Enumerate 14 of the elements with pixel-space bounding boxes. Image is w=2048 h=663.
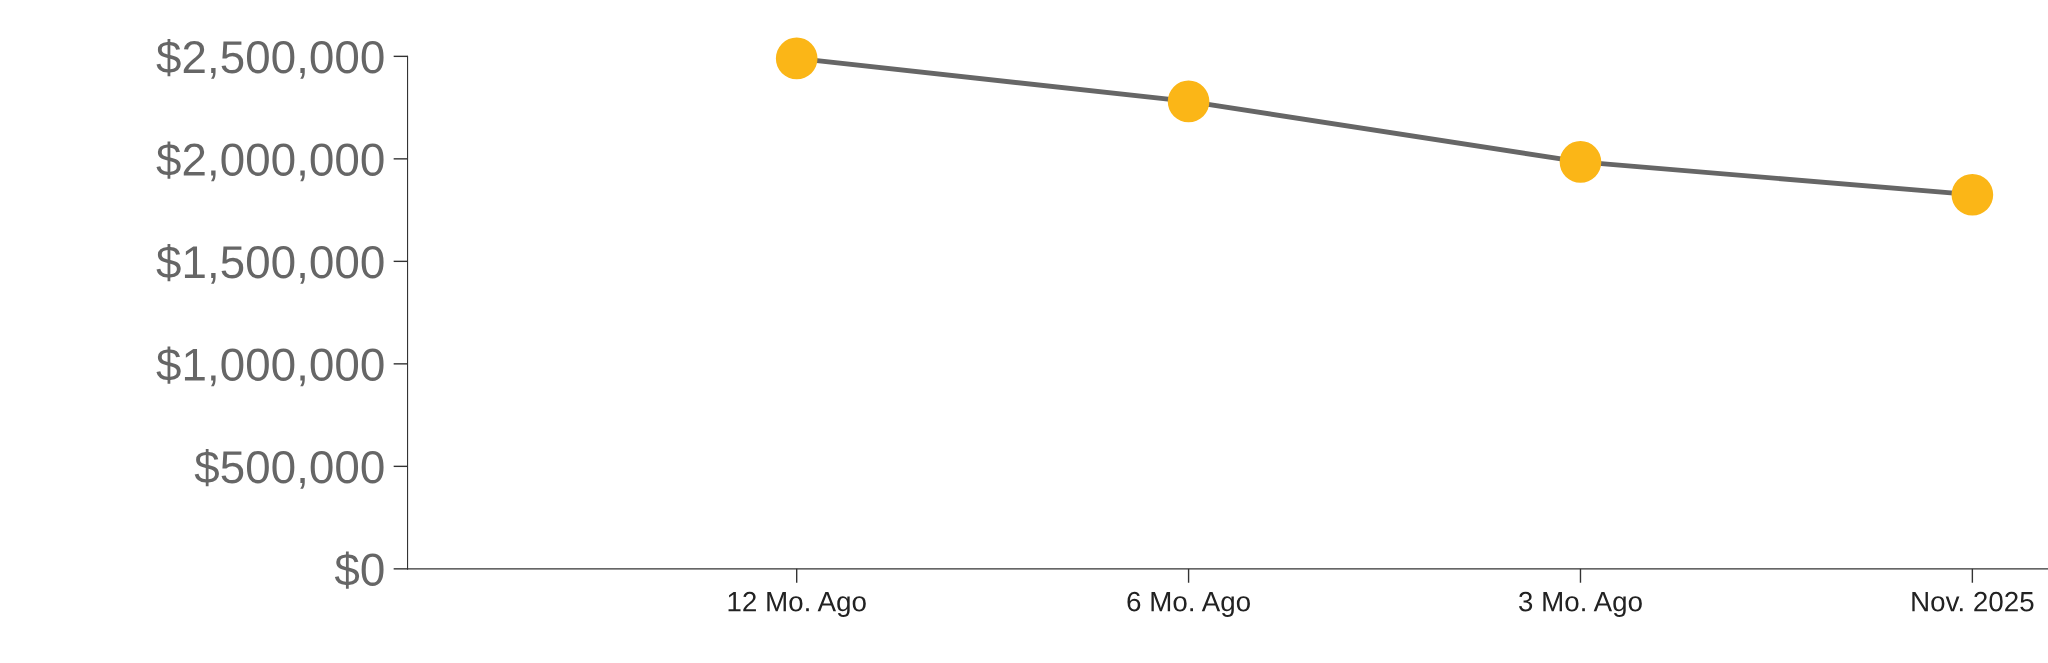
- point: [775, 37, 818, 80]
- y-tick-label: $2,000,000: [156, 141, 384, 182]
- y-tick-label: $500,000: [194, 449, 384, 489]
- point: [1559, 141, 1602, 183]
- x-tick-label: 6 Mo. Ago: [1127, 591, 1250, 617]
- point: [1951, 173, 1994, 216]
- x-tick-label: 12 Mo. Ago: [728, 591, 866, 617]
- x-tick-label: 3 Mo. Ago: [1519, 591, 1642, 617]
- y-tick-label: $0: [334, 551, 384, 589]
- x-tick-label: Nov. 2025: [1912, 591, 2034, 612]
- point: [1167, 80, 1210, 123]
- y-tick-label: $1,500,000: [156, 244, 384, 284]
- y-tick-label: $2,500,000: [156, 39, 384, 79]
- y-tick-label: $1,000,000: [156, 346, 384, 387]
